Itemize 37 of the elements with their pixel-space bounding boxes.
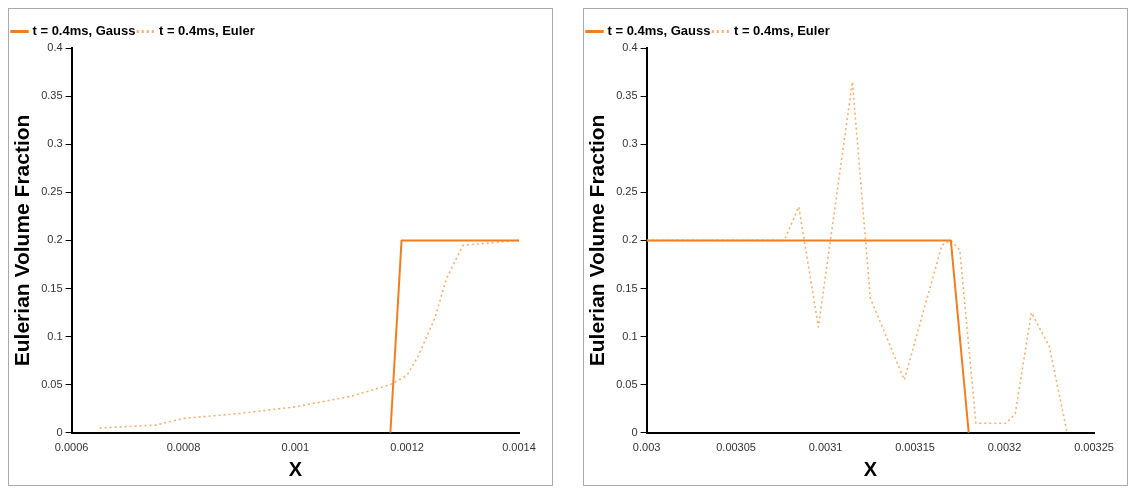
y-axis-title: Eulerian Volume Fraction: [585, 114, 609, 367]
y-tick-label: 0.05: [41, 377, 63, 390]
y-tick-label: 0.3: [622, 137, 638, 150]
y-tick-label: 0.4: [47, 41, 63, 54]
x-tick-label: 0.003: [632, 441, 661, 454]
x-axis-title: X: [288, 457, 303, 480]
y-tick-label: 0: [56, 425, 63, 438]
y-tick-label: 0.1: [622, 329, 638, 342]
y-tick-label: 0: [631, 425, 638, 438]
x-tick-label: 0.0031: [808, 441, 843, 454]
x-tick-label: 0.0032: [987, 441, 1022, 454]
x-tick-label: 0.00315: [895, 441, 935, 454]
x-tick-label: 0.0006: [54, 441, 89, 454]
x-tick-label: 0.0012: [390, 441, 424, 454]
x-tick-label: 0.0014: [502, 441, 536, 454]
legend-label: t = 0.4ms, Gauss: [607, 23, 711, 39]
y-axis-title: Eulerian Volume Fraction: [10, 114, 34, 367]
legend-label: t = 0.4ms, Gauss: [32, 23, 136, 39]
y-tick-label: 0.4: [622, 41, 638, 54]
y-tick-label: 0.35: [616, 89, 638, 102]
y-tick-label: 0.2: [622, 233, 638, 246]
x-tick-label: 0.00305: [716, 441, 756, 454]
y-tick-label: 0.1: [47, 329, 63, 342]
y-tick-label: 0.35: [41, 89, 63, 102]
legend-label: t = 0.4ms, Euler: [158, 23, 255, 39]
y-tick-label: 0.05: [616, 377, 638, 390]
y-tick-label: 0.25: [616, 185, 638, 198]
x-axis-title: X: [863, 457, 878, 480]
legend-label: t = 0.4ms, Euler: [733, 23, 830, 39]
y-tick-label: 0.3: [47, 137, 63, 150]
y-tick-label: 0.2: [47, 233, 63, 246]
x-tick-label: 0.001: [281, 441, 310, 454]
y-tick-label: 0.25: [41, 185, 63, 198]
y-tick-label: 0.15: [41, 281, 63, 294]
y-tick-label: 0.15: [616, 281, 638, 294]
x-tick-label: 0.00325: [1074, 441, 1114, 454]
x-tick-label: 0.0008: [166, 441, 201, 454]
